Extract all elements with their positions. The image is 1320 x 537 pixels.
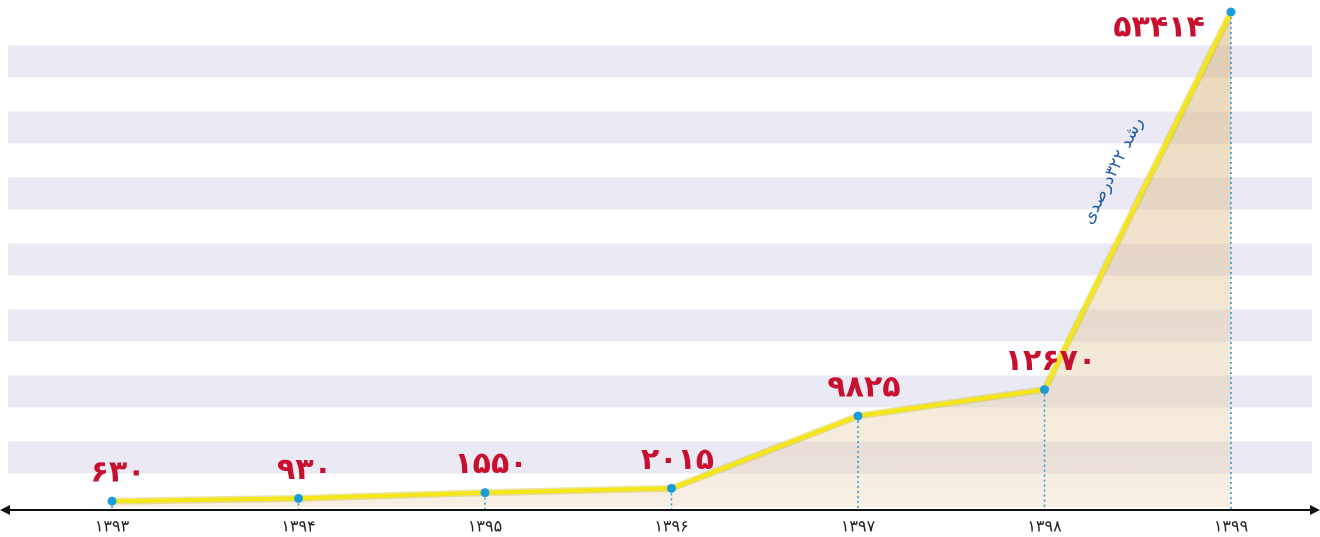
value-label: ۱۲۶۷۰: [1005, 343, 1097, 378]
value-label: ۶۳۰: [91, 455, 146, 490]
x-tick-label: ۱۳۹۸: [1027, 517, 1062, 536]
band: [8, 243, 1312, 276]
axis-arrow: [0, 505, 10, 515]
point: [853, 411, 863, 421]
value-label: ۹۸۲۵: [827, 369, 900, 404]
x-tick-label: ۱۳۹۹: [1214, 517, 1248, 536]
band: [8, 210, 1312, 243]
point: [294, 493, 303, 503]
point: [107, 496, 117, 506]
value-label: ۱۵۵۰: [454, 446, 527, 481]
point: [1040, 385, 1049, 395]
value-label: ۹۳۰: [277, 452, 332, 487]
band: [8, 177, 1312, 210]
value-label: ۲۰۱۵: [641, 442, 714, 477]
band: [8, 111, 1312, 144]
band: [8, 78, 1312, 111]
plot: [107, 7, 1236, 510]
point: [667, 483, 676, 493]
band: [8, 144, 1312, 177]
axis-arrow: [1310, 505, 1320, 515]
point: [1226, 7, 1236, 17]
x-tick-label: ۱۳۹۶: [654, 517, 688, 536]
value-label: ۵۳۴۱۴: [1113, 10, 1205, 45]
band: [8, 45, 1312, 78]
band: [8, 12, 1312, 45]
area: [112, 12, 1231, 507]
point: [480, 488, 490, 498]
x-tick-label: ۱۳۹۳: [95, 517, 130, 536]
x-tick-label: ۱۳۹۴: [281, 517, 315, 536]
x-tick-label: ۱۳۹۵: [468, 517, 502, 536]
x-tick-label: ۱۳۹۷: [841, 517, 876, 536]
